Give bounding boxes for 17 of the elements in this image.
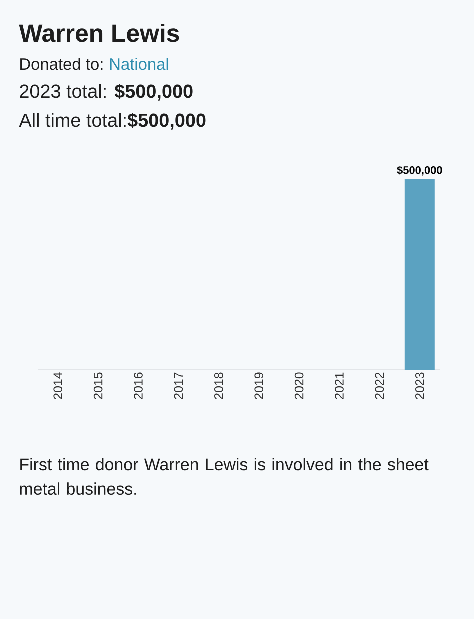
x-tick-label: 2018 xyxy=(214,372,224,400)
x-tick-label: 2021 xyxy=(335,372,344,400)
data-label: $500,000 xyxy=(397,166,442,176)
x-tick-label: 2015 xyxy=(94,372,103,400)
chart-title: Warren Lewis xyxy=(19,24,180,42)
text: First time donor Warren Lewis is involved in the sheet metal business. xyxy=(20,458,429,496)
x-tick-label: 2014 xyxy=(54,372,63,400)
text: 2023 total: $500,000 xyxy=(20,84,193,101)
x-tick-label: 2022 xyxy=(375,372,384,400)
x-tick-label: 2016 xyxy=(134,372,143,400)
text: National xyxy=(110,58,168,70)
x-tick-label: 2023 xyxy=(416,372,424,400)
x-tick-label: 2020 xyxy=(294,372,304,400)
x-tick-label: 2017 xyxy=(174,372,184,400)
text: All time total:$500,000 xyxy=(19,112,206,130)
x-tick-label: 2019 xyxy=(254,372,264,400)
chart-subtitle: Donated to: xyxy=(20,58,103,70)
